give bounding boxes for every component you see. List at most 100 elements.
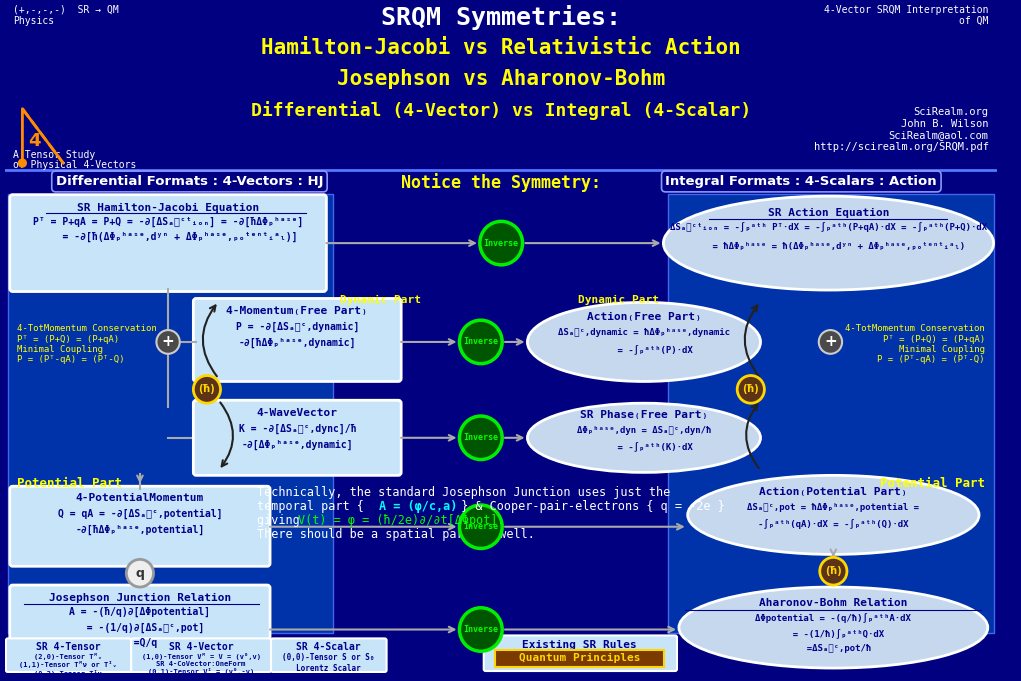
Text: = -∫ₚᵃᵗʰ(P)·dX: = -∫ₚᵃᵗʰ(P)·dX xyxy=(595,344,692,353)
Text: = -(1/q)∂[ΔSₐⲟᶜ,pot]: = -(1/q)∂[ΔSₐⲟᶜ,pot] xyxy=(76,622,204,633)
Circle shape xyxy=(459,505,502,548)
Text: There should be a spatial part as well.: There should be a spatial part as well. xyxy=(257,528,535,541)
Circle shape xyxy=(459,320,502,364)
Text: SR Action Equation: SR Action Equation xyxy=(768,208,889,217)
Text: } & Cooper-pair-electrons { q = -2e }: } & Cooper-pair-electrons { q = -2e } xyxy=(453,500,724,513)
Text: = -(1/ħ)∫ₚᵃᵗʰQ·dX: = -(1/ħ)∫ₚᵃᵗʰQ·dX xyxy=(782,629,884,638)
Text: Potential Part: Potential Part xyxy=(16,477,121,490)
Ellipse shape xyxy=(679,587,987,668)
Text: SciRealm.org: SciRealm.org xyxy=(914,107,988,116)
Circle shape xyxy=(193,375,221,403)
Text: Inverse: Inverse xyxy=(464,522,498,531)
Text: +: + xyxy=(161,334,175,349)
Text: SciRealm@aol.com: SciRealm@aol.com xyxy=(888,131,988,140)
Text: SRQM Symmetries:: SRQM Symmetries: xyxy=(381,5,621,30)
FancyBboxPatch shape xyxy=(193,400,401,475)
Text: (+,-,-,-)  SR → QM: (+,-,-,-) SR → QM xyxy=(12,5,118,15)
Text: of QM: of QM xyxy=(960,16,988,26)
Circle shape xyxy=(459,416,502,460)
Text: Quantum Principles: Quantum Principles xyxy=(519,653,640,663)
Circle shape xyxy=(820,557,847,585)
Text: = -∫ₚᵃᵗʰ(K)·dX: = -∫ₚᵃᵗʰ(K)·dX xyxy=(595,442,692,452)
Circle shape xyxy=(819,330,842,354)
Ellipse shape xyxy=(688,475,979,554)
FancyBboxPatch shape xyxy=(131,638,271,672)
Text: 4-WaveVector: 4-WaveVector xyxy=(256,408,338,418)
Text: Josephson Junction Relation: Josephson Junction Relation xyxy=(49,593,231,603)
Text: K = -∂[ΔSₐⲟᶜ,dync]/ħ: K = -∂[ΔSₐⲟᶜ,dync]/ħ xyxy=(239,424,356,434)
Text: (ħ): (ħ) xyxy=(198,384,215,394)
Text: -∂[ħΔΦₚʰᵃˢᵉ,potential]: -∂[ħΔΦₚʰᵃˢᵉ,potential] xyxy=(76,525,204,535)
Ellipse shape xyxy=(528,403,761,473)
Text: 4-Vector SRQM Interpretation: 4-Vector SRQM Interpretation xyxy=(824,5,988,15)
FancyBboxPatch shape xyxy=(10,585,271,672)
FancyBboxPatch shape xyxy=(193,298,401,381)
Text: (1,0)-Tensor Vᴹ = V = (v⁰,v)
SR 4-CoVector:OneForm
(0,1)-Tensor Vᴵ = (v⁰,-v): (1,0)-Tensor Vᴹ = V = (v⁰,v) SR 4-CoVect… xyxy=(142,653,260,676)
Text: Physics: Physics xyxy=(12,16,54,26)
Text: -∂[ΔΦₚʰᵃˢᵉ,dynamic]: -∂[ΔΦₚʰᵃˢᵉ,dynamic] xyxy=(241,440,353,450)
Text: ΔSₐⲟᶜ,pot = ħΔΦₚʰᵃˢᵉ,potential =: ΔSₐⲟᶜ,pot = ħΔΦₚʰᵃˢᵉ,potential = xyxy=(747,503,919,512)
Text: V(t) = φ = (ħ/2e)∂/∂t[ΔΦpot].: V(t) = φ = (ħ/2e)∂/∂t[ΔΦpot]. xyxy=(298,514,504,527)
Text: of Physical 4-Vectors: of Physical 4-Vectors xyxy=(12,160,136,170)
Text: Josephson vs Aharonov-Bohm: Josephson vs Aharonov-Bohm xyxy=(337,69,666,89)
Text: (2,0)-Tensor Tᴹᵥ
(1,1)-Tensor Tᴹν or Tᴵᵥ
(0,2)-Tensor Tᴵν: (2,0)-Tensor Tᴹᵥ (1,1)-Tensor Tᴹν or Tᴵᵥ… xyxy=(19,653,117,677)
FancyBboxPatch shape xyxy=(6,638,131,672)
Text: (ħ): (ħ) xyxy=(825,566,841,576)
Text: 4-TotMomentum Conservation
Pᵀ = (P+Q) = (P+qA)
Minimal Coupling
P = (Pᵀ-qA) = (P: 4-TotMomentum Conservation Pᵀ = (P+Q) = … xyxy=(845,324,985,364)
Text: Notice the Symmetry:: Notice the Symmetry: xyxy=(401,173,601,192)
Text: Inverse: Inverse xyxy=(484,238,519,248)
Text: =ΔSₐⲟᶜ,pot/ħ: =ΔSₐⲟᶜ,pot/ħ xyxy=(795,644,871,653)
Text: http://scirealm.org/SRQM.pdf: http://scirealm.org/SRQM.pdf xyxy=(814,142,988,153)
Text: (ħ): (ħ) xyxy=(742,384,760,394)
Text: Hamilton-Jacobi vs Relativistic Action: Hamilton-Jacobi vs Relativistic Action xyxy=(261,37,741,58)
Text: Inverse: Inverse xyxy=(464,433,498,442)
Text: Dynamic Part: Dynamic Part xyxy=(578,294,659,304)
Text: -∂[ħΔΦₚʰᵃˢᵉ,dynamic]: -∂[ħΔΦₚʰᵃˢᵉ,dynamic] xyxy=(239,338,356,348)
Text: Inverse: Inverse xyxy=(464,625,498,634)
Text: temporal part {: temporal part { xyxy=(257,500,372,513)
Text: ΔΦₚʰᵃˢᵉ,dyn = ΔSₐⲟᶜ,dyn/ħ: ΔΦₚʰᵃˢᵉ,dyn = ΔSₐⲟᶜ,dyn/ħ xyxy=(577,426,712,435)
Text: Q = qA = -∂[ΔSₐⲟᶜ,potential]: Q = qA = -∂[ΔSₐⲟᶜ,potential] xyxy=(57,509,223,519)
Text: Dynamic Part: Dynamic Part xyxy=(340,294,421,304)
Text: 4-PotentialMomentum: 4-PotentialMomentum xyxy=(76,493,204,503)
Text: Potential Part: Potential Part xyxy=(880,477,985,490)
Text: ΔΦpotential = -(q/ħ)∫ₚᵃᵗʰA·dX: ΔΦpotential = -(q/ħ)∫ₚᵃᵗʰA·dX xyxy=(756,613,912,622)
Text: Technically, the standard Josephson Junction uses just the: Technically, the standard Josephson Junc… xyxy=(257,486,671,499)
Text: SR Phase₍Free Part₎: SR Phase₍Free Part₎ xyxy=(580,410,709,420)
Text: Differential Formats : 4-Vectors : HJ: Differential Formats : 4-Vectors : HJ xyxy=(56,175,324,188)
Text: P = -∂[ΔSₐⲟᶜ,dynamic]: P = -∂[ΔSₐⲟᶜ,dynamic] xyxy=(236,322,359,332)
Text: 4-Momentum₍Free Part₎: 4-Momentum₍Free Part₎ xyxy=(227,306,369,317)
Text: 4: 4 xyxy=(28,132,40,151)
Text: Integral Formats : 4-Scalars : Action: Integral Formats : 4-Scalars : Action xyxy=(666,175,937,188)
Text: -∫ₚᵃᵗʰ(qA)·dX = -∫ₚᵃᵗʰ(Q)·dX: -∫ₚᵃᵗʰ(qA)·dX = -∫ₚᵃᵗʰ(Q)·dX xyxy=(759,519,909,529)
Text: (0,0)-Tensor S or S₀
Lorentz Scalar: (0,0)-Tensor S or S₀ Lorentz Scalar xyxy=(282,653,375,673)
Text: Action₍Free Part₎: Action₍Free Part₎ xyxy=(587,313,701,322)
Text: SR 4-Tensor: SR 4-Tensor xyxy=(36,642,100,652)
Ellipse shape xyxy=(528,302,761,381)
Text: =Q/q: =Q/q xyxy=(123,638,157,648)
Text: 4-TotMomentum Conservation
Pᵀ = (P+Q) = (P+qA)
Minimal Coupling
P = (Pᵀ-qA) = (P: 4-TotMomentum Conservation Pᵀ = (P+Q) = … xyxy=(16,324,156,364)
Text: SR Hamilton-Jacobi Equation: SR Hamilton-Jacobi Equation xyxy=(77,202,259,212)
Text: ΔSₐⲟᶜ,dynamic = ħΔΦₚʰᵃˢᵉ,dynamic: ΔSₐⲟᶜ,dynamic = ħΔΦₚʰᵃˢᵉ,dynamic xyxy=(557,328,730,337)
Text: = -∂[ħ(ΔΦₚʰᵃˢᵉ,dʸⁿ + ΔΦₚʰᵃˢᵉ,ₚₒᵗᵉⁿᵗᵢᵃₗ)]: = -∂[ħ(ΔΦₚʰᵃˢᵉ,dʸⁿ + ΔΦₚʰᵃˢᵉ,ₚₒᵗᵉⁿᵗᵢᵃₗ)] xyxy=(39,232,297,242)
Circle shape xyxy=(737,375,765,403)
Circle shape xyxy=(480,221,523,265)
Text: Inverse: Inverse xyxy=(464,337,498,347)
FancyBboxPatch shape xyxy=(10,195,327,291)
Text: Pᵀ = P+qA = P+Q = -∂[ΔSₐⲟᶜᵗᵢₒₙ] = -∂[ħΔΦₚʰᵃˢᵉ]: Pᵀ = P+qA = P+Q = -∂[ΔSₐⲟᶜᵗᵢₒₙ] = -∂[ħΔΦ… xyxy=(33,217,303,227)
Text: giving: giving xyxy=(257,514,307,527)
FancyBboxPatch shape xyxy=(10,486,271,567)
Circle shape xyxy=(18,159,27,167)
Text: Action₍Potential Part₎: Action₍Potential Part₎ xyxy=(759,487,908,497)
Text: A = -(ħ/q)∂[ΔΦpotential]: A = -(ħ/q)∂[ΔΦpotential] xyxy=(69,607,210,617)
Text: A = (φ/c,a): A = (φ/c,a) xyxy=(379,500,457,513)
Text: Differential (4-Vector) vs Integral (4-Scalar): Differential (4-Vector) vs Integral (4-S… xyxy=(251,101,751,120)
Text: Aharonov-Bohm Relation: Aharonov-Bohm Relation xyxy=(759,598,908,608)
Text: +: + xyxy=(824,334,837,349)
FancyBboxPatch shape xyxy=(8,193,333,633)
FancyBboxPatch shape xyxy=(271,638,387,672)
Text: SR 4-Scalar: SR 4-Scalar xyxy=(296,642,360,652)
Ellipse shape xyxy=(664,196,993,290)
Text: Existing SR Rules: Existing SR Rules xyxy=(523,640,637,650)
Text: John B. Wilson: John B. Wilson xyxy=(902,118,988,129)
